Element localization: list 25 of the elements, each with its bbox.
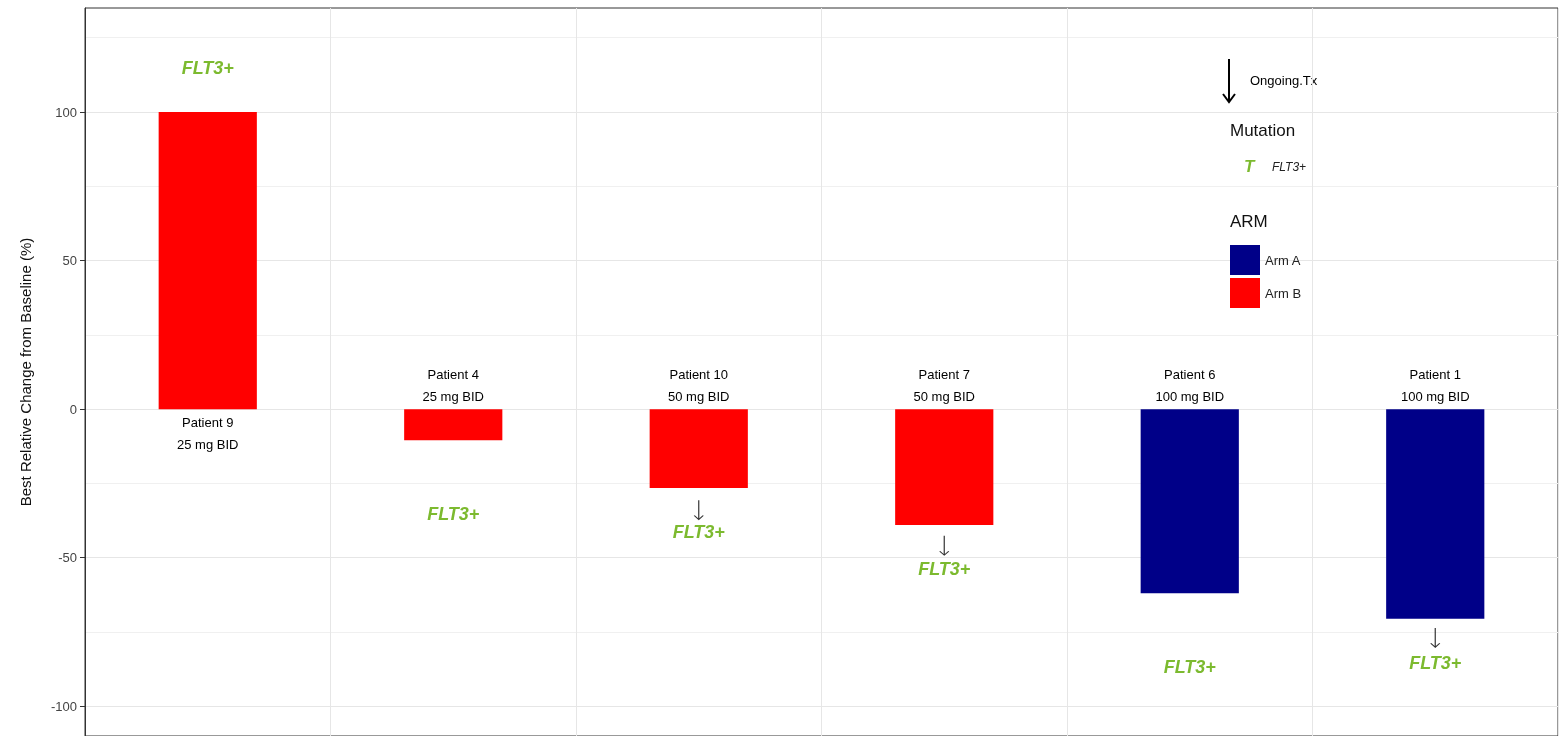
annotation: FLT3+: [1409, 652, 1462, 673]
legend-label: Arm A: [1265, 252, 1301, 268]
y-tick-label: 50: [62, 253, 77, 269]
data-label: Patient 1 100 mg BID: [1400, 366, 1470, 404]
annotation: FLT3+: [918, 559, 971, 580]
annotation: FLT3+: [181, 58, 235, 78]
y-tick-label: 100: [55, 104, 77, 120]
annotation: FLT3+: [427, 504, 480, 525]
y-axis-title: Best Relative Change from Baseline (%): [17, 237, 34, 507]
data-label: Patient 9 25 mg BID: [177, 414, 239, 452]
data-label: Patient 7 50 mg BID: [913, 366, 975, 404]
data-label: Patient 4 25 mg BID: [422, 366, 484, 404]
y-tick-label: -100: [50, 698, 77, 714]
data-label: Patient 10 50 mg BID: [668, 366, 730, 404]
annotation: Mutation: [1230, 121, 1296, 140]
legend-title: ARM: [1230, 212, 1268, 231]
text: Ongoing.Tx: [1250, 73, 1318, 88]
annotation: FLT3+: [1272, 160, 1307, 174]
y-tick-label: 0: [69, 401, 77, 417]
legend-label: Arm B: [1265, 285, 1302, 301]
y-tick-label: -50: [58, 550, 77, 566]
annotation: FLT3+: [672, 521, 726, 542]
data-label: Patient 6 100 mg BID: [1155, 366, 1225, 404]
annotation: T: [1244, 157, 1256, 176]
annotation: FLT3+: [1163, 657, 1217, 678]
